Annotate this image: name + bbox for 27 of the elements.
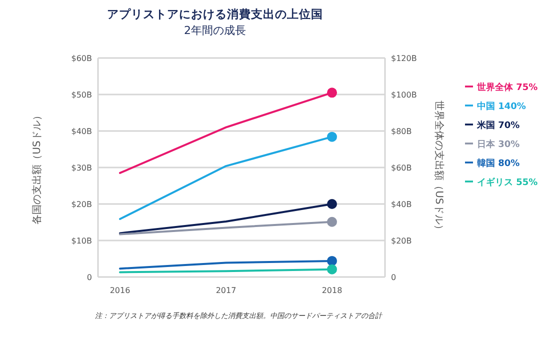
y-tick-label: $10B — [71, 236, 92, 246]
y-tick-label: $60B — [71, 54, 92, 63]
y-axis-title: 各国の支出額（USドル） — [31, 110, 43, 224]
y-tick-label: $20B — [71, 200, 92, 209]
y-tick-label: 0 — [86, 273, 92, 282]
y2-tick-label: $60B — [391, 164, 412, 172]
legend-label: 世界全体 75% — [476, 82, 538, 93]
y2-tick-label: $120B — [391, 54, 417, 63]
legend-label: イギリス 55% — [477, 177, 538, 188]
legend-label: 日本 30% — [477, 139, 520, 150]
legend-label: 米国 70% — [476, 120, 520, 131]
y2-tick-label: $100B — [391, 90, 417, 100]
y2-tick-label: 0 — [391, 273, 396, 282]
x-tick-label: 2018 — [322, 286, 342, 295]
x-tick-label: 2016 — [110, 286, 130, 295]
y-tick-label: $30B — [71, 164, 92, 172]
y2-axis-title: 世界全体の支出額（USドル） — [433, 100, 445, 234]
chart-subtitle: 2年間の成長 — [184, 24, 246, 37]
y2-tick-label: $20B — [391, 236, 412, 246]
y2-tick-label: $40B — [391, 200, 412, 209]
chart-title: アプリストアにおける消費支出の上位国 — [107, 7, 323, 21]
x-tick-label: 2017 — [216, 286, 236, 295]
y-tick-label: $50B — [71, 90, 92, 100]
y-tick-label: $40B — [71, 127, 92, 136]
legend-label: 中国 140% — [477, 101, 526, 112]
legend-label: 韓国 80% — [477, 158, 520, 169]
y2-tick-label: $80B — [391, 127, 412, 136]
